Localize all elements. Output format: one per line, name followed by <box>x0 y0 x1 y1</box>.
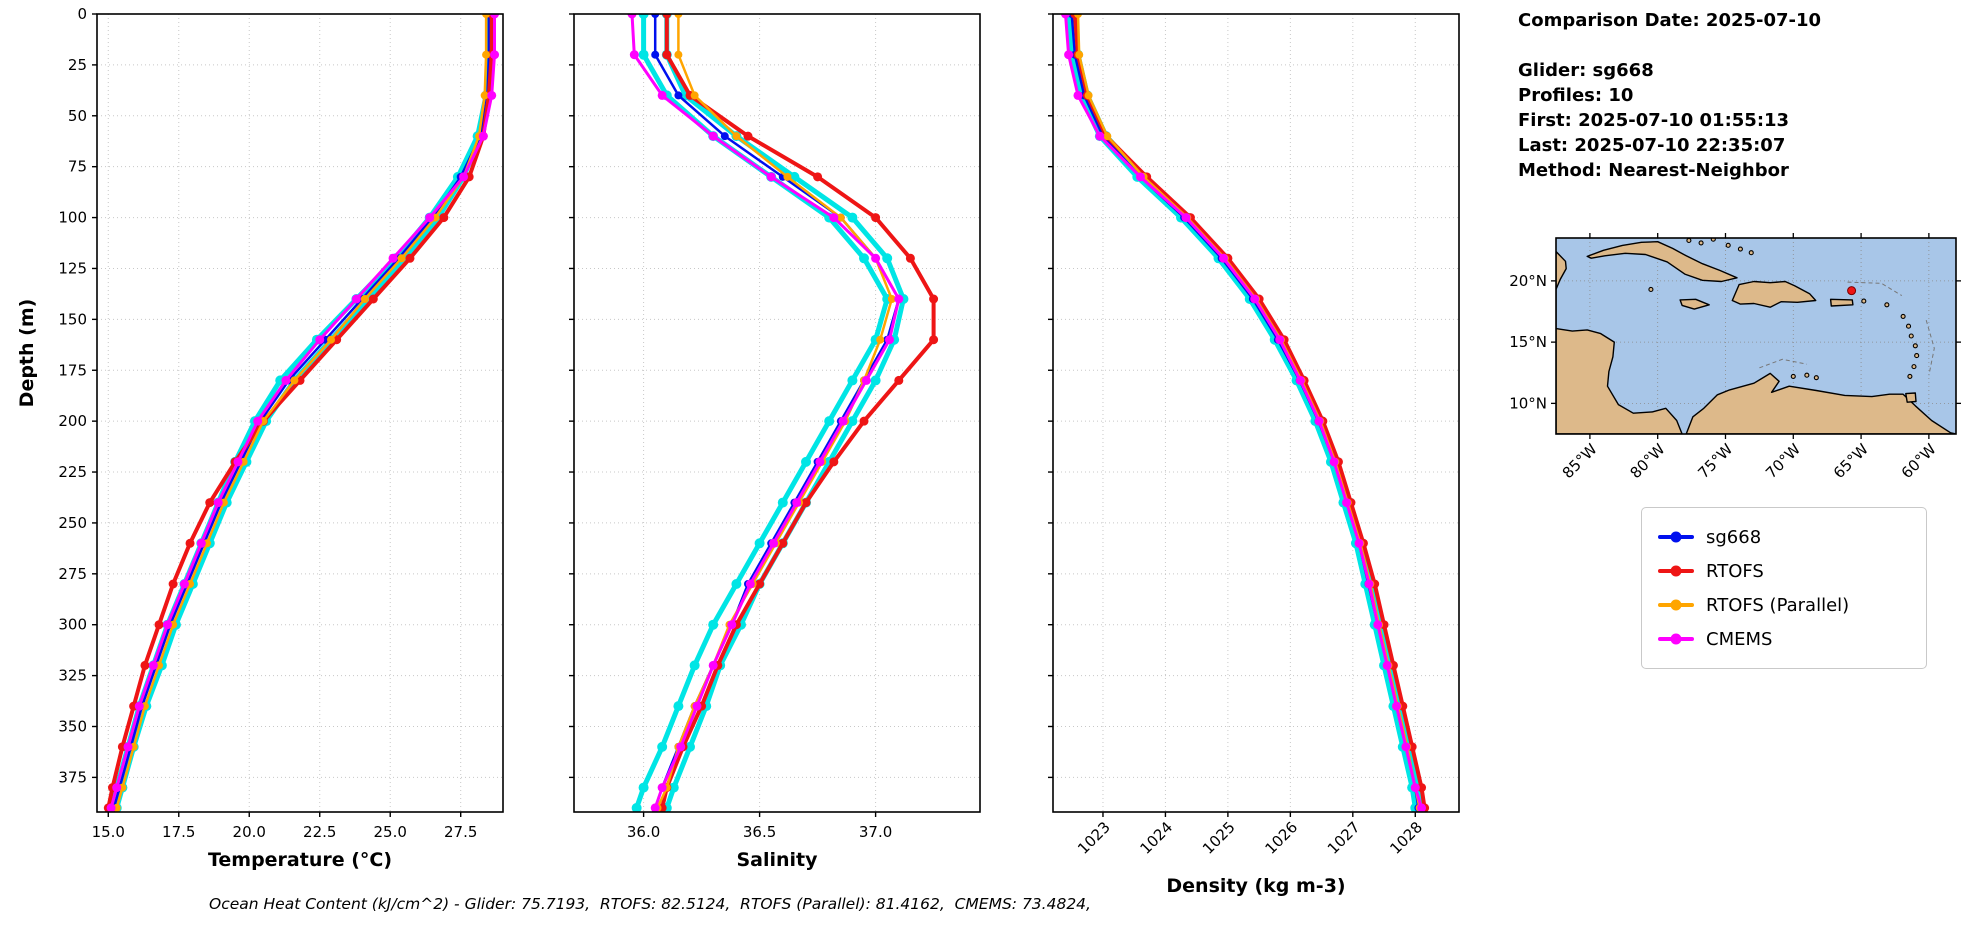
location-map: 85°W 80°W 75°W 70°W 65°W 60°W 20°N 15°N 10°N <box>1509 233 1961 482</box>
profile-panels-chart: 15.0 17.5 20.0 22.5 25.0 27.5 0 25 50 75 100 125 150… <box>16 5 1460 897</box>
svg-text:20.0: 20.0 <box>233 823 266 841</box>
legend-marker-icon <box>1670 565 1682 577</box>
svg-text:75°W: 75°W <box>1694 440 1736 482</box>
svg-text:375: 375 <box>58 768 87 786</box>
legend-label: RTOFS <box>1706 560 1764 582</box>
legend-item-sg668: sg668 <box>1658 520 1910 554</box>
svg-text:36.5: 36.5 <box>743 823 776 841</box>
svg-text:1028: 1028 <box>1386 818 1426 858</box>
svg-text:175: 175 <box>58 361 87 379</box>
info-last: Last: 2025-07-10 22:35:07 <box>1518 135 1786 156</box>
legend-swatch-cmems <box>1658 633 1694 645</box>
legend-label: RTOFS (Parallel) <box>1706 594 1850 616</box>
svg-text:275: 275 <box>58 565 87 583</box>
legend-item-cmems: CMEMS <box>1658 622 1910 656</box>
info-spacer <box>1518 33 1968 58</box>
legend-swatch-rtofs-parallel <box>1658 599 1694 611</box>
svg-text:15°N: 15°N <box>1509 333 1547 351</box>
svg-text:1027: 1027 <box>1324 818 1364 858</box>
svg-text:250: 250 <box>58 514 87 532</box>
legend-swatch-rtofs <box>1658 565 1694 577</box>
info-comparison-date: Comparison Date: 2025-07-10 <box>1518 10 1822 31</box>
svg-text:37.0: 37.0 <box>859 823 892 841</box>
legend-item-rtofs: RTOFS <box>1658 554 1910 588</box>
svg-text:65°W: 65°W <box>1830 440 1872 482</box>
svg-text:22.5: 22.5 <box>303 823 336 841</box>
svg-text:1026: 1026 <box>1261 818 1301 858</box>
svg-text:20°N: 20°N <box>1509 272 1547 290</box>
legend-item-rtofs-parallel: RTOFS (Parallel) <box>1658 588 1910 622</box>
svg-text:225: 225 <box>58 463 87 481</box>
info-first: First: 2025-07-10 01:55:13 <box>1518 110 1790 131</box>
svg-text:80°W: 80°W <box>1627 440 1669 482</box>
legend-label: sg668 <box>1706 526 1762 548</box>
svg-text:350: 350 <box>58 718 87 736</box>
legend-swatch-sg668 <box>1658 531 1694 543</box>
svg-text:300: 300 <box>58 616 87 634</box>
legend-label: CMEMS <box>1706 628 1773 650</box>
svg-text:25.0: 25.0 <box>374 823 407 841</box>
svg-text:60°W: 60°W <box>1898 440 1940 482</box>
legend-marker-icon <box>1670 531 1682 543</box>
svg-text:1023: 1023 <box>1074 818 1114 858</box>
svg-text:Density (kg m-3): Density (kg m-3) <box>1166 875 1345 897</box>
svg-text:100: 100 <box>58 209 87 227</box>
svg-text:1024: 1024 <box>1137 818 1177 858</box>
legend-marker-icon <box>1670 633 1682 645</box>
svg-text:10°N: 10°N <box>1509 394 1547 412</box>
svg-text:150: 150 <box>58 310 87 328</box>
svg-text:25: 25 <box>68 56 87 74</box>
svg-text:325: 325 <box>58 667 87 685</box>
svg-text:17.5: 17.5 <box>162 823 195 841</box>
info-method: Method: Nearest-Neighbor <box>1518 160 1789 181</box>
ohc-caption: Ocean Heat Content (kJ/cm^2) - Glider: 7… <box>209 895 1091 913</box>
svg-text:200: 200 <box>58 412 87 430</box>
svg-text:36.0: 36.0 <box>627 823 660 841</box>
svg-text:125: 125 <box>58 259 87 277</box>
svg-text:75: 75 <box>68 158 87 176</box>
comparison-info: Comparison Date: 2025-07-10 Glider: sg66… <box>1518 8 1968 183</box>
legend: sg668 RTOFS RTOFS (Parallel) CMEMS <box>1641 507 1927 669</box>
svg-text:50: 50 <box>68 107 87 125</box>
svg-text:0: 0 <box>77 5 87 23</box>
info-glider: Glider: sg668 <box>1518 60 1654 81</box>
svg-text:1025: 1025 <box>1199 818 1239 858</box>
svg-text:70°W: 70°W <box>1762 440 1804 482</box>
svg-text:27.5: 27.5 <box>444 823 477 841</box>
info-profiles: Profiles: 10 <box>1518 85 1634 106</box>
svg-text:85°W: 85°W <box>1559 440 1601 482</box>
legend-marker-icon <box>1670 599 1682 611</box>
svg-text:Depth (m): Depth (m) <box>16 299 38 408</box>
svg-text:15.0: 15.0 <box>92 823 125 841</box>
svg-text:Temperature (°C): Temperature (°C) <box>208 849 392 871</box>
svg-text:Salinity: Salinity <box>736 849 818 871</box>
